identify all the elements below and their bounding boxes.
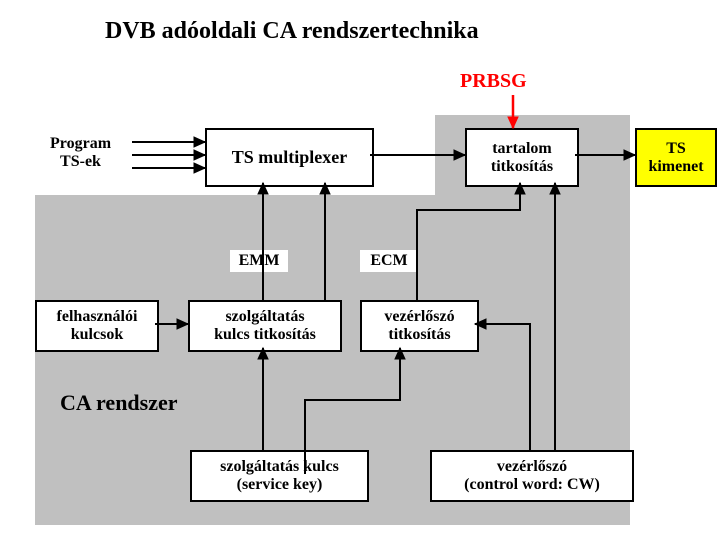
felh-l1: felhasználói <box>57 308 138 325</box>
service-l1: szolgáltatás kulcs <box>220 458 339 475</box>
felhasznaloi-kulcsok-node: felhasználóikulcsok <box>35 300 159 352</box>
tartalom-l2: titkosítás <box>491 158 553 175</box>
tsout-l1: TS <box>666 140 686 157</box>
cw-l2: (control word: CW) <box>464 476 600 493</box>
szolgenc-l1: szolgáltatás <box>225 308 304 325</box>
program-ts-line2: TS-ek <box>60 153 101 170</box>
service-l2: (service key) <box>237 476 323 493</box>
cw-l1: vezérlőszó <box>497 458 567 475</box>
service-key-node: szolgáltatás kulcs(service key) <box>190 450 369 502</box>
vezenc-l1: vezérlőszó <box>384 308 454 325</box>
vezerloszo-titkositas-node: vezérlőszótitkosítás <box>360 300 479 352</box>
ts-multiplexer-node: TS multiplexer <box>205 128 374 187</box>
vezenc-l2: titkosítás <box>388 326 450 343</box>
tartalom-l1: tartalom <box>492 140 552 157</box>
ecm-label: ECM <box>360 250 418 272</box>
felh-l2: kulcsok <box>71 326 123 343</box>
program-ts-line1: Program <box>50 135 111 152</box>
szolgenc-l2: kulcs titkosítás <box>214 326 316 343</box>
emm-label: EMM <box>230 250 288 272</box>
prbsg-label: PRBSG <box>460 70 527 93</box>
control-word-node: vezérlőszó(control word: CW) <box>430 450 634 502</box>
page-title: DVB adóoldali CA rendszertechnika <box>105 18 479 45</box>
ts-kimenet-node: TSkimenet <box>635 128 717 187</box>
tartalom-titkositas-node: tartalomtitkosítás <box>465 128 579 187</box>
program-ts-label: Program TS-ek <box>50 135 111 171</box>
tsout-l2: kimenet <box>648 158 703 175</box>
szolgaltatas-kulcs-titkositas-node: szolgáltatáskulcs titkosítás <box>188 300 342 352</box>
ca-rendszer-label: CA rendszer <box>60 390 178 416</box>
ts-multiplexer-text: TS multiplexer <box>232 148 348 168</box>
